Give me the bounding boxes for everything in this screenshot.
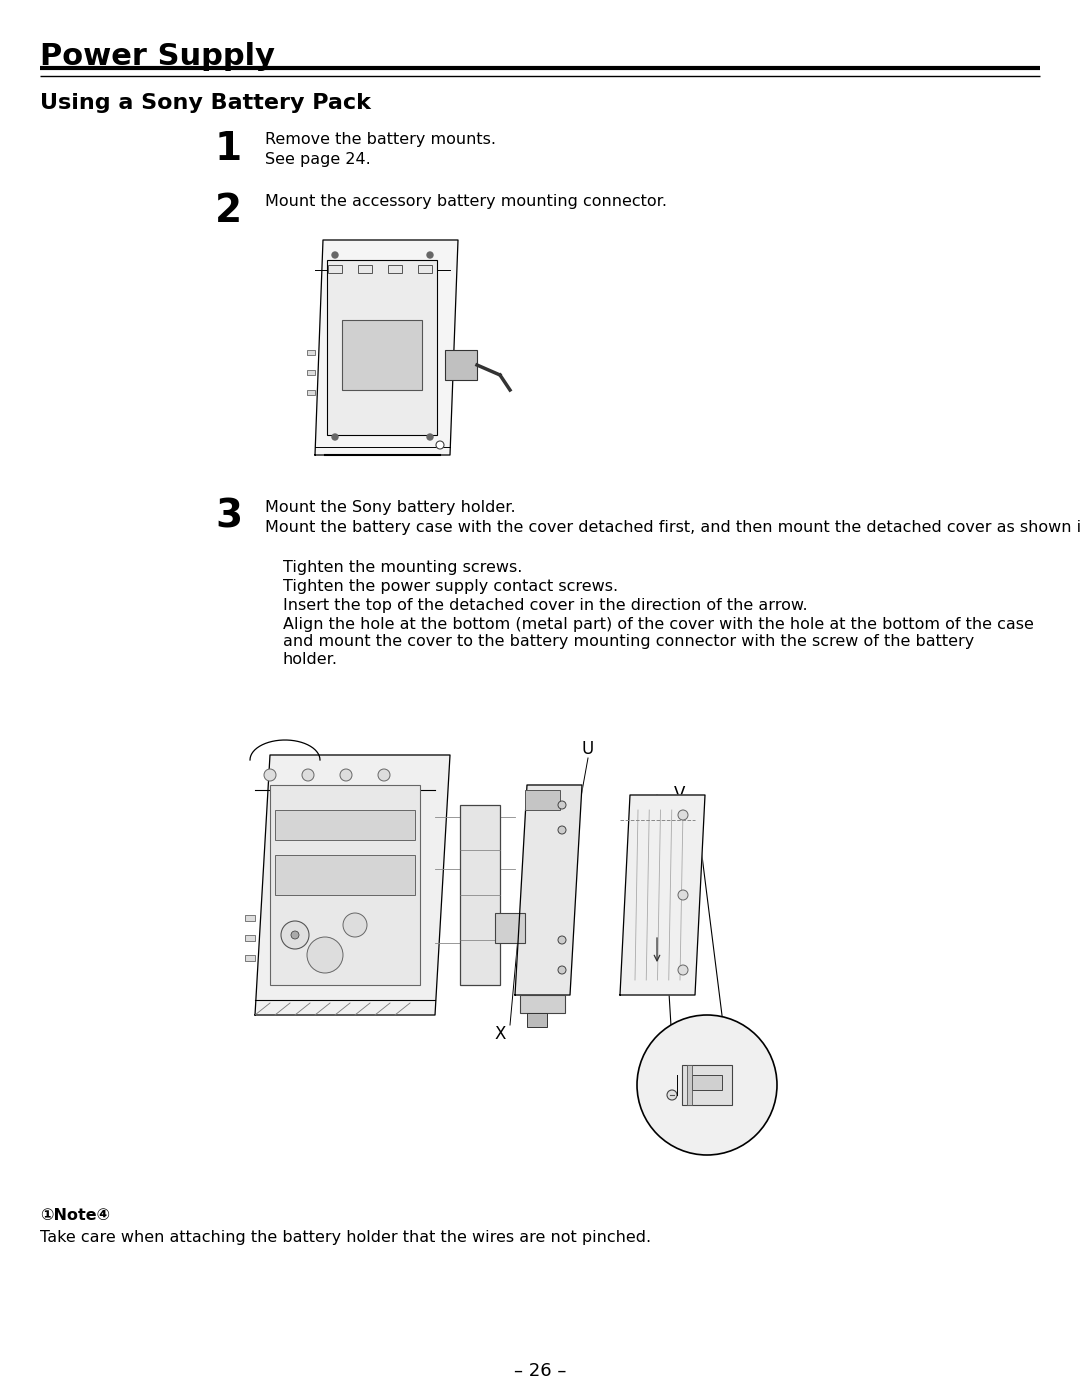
Circle shape xyxy=(637,1016,777,1155)
Bar xyxy=(388,265,402,272)
Circle shape xyxy=(281,921,309,949)
Bar xyxy=(525,789,561,810)
Bar xyxy=(275,810,415,840)
Bar xyxy=(495,914,525,943)
Bar xyxy=(519,995,565,1013)
Text: Align the hole at the bottom (metal part) of the cover with the hole at the bott: Align the hole at the bottom (metal part… xyxy=(283,617,1034,666)
Circle shape xyxy=(436,441,444,448)
Polygon shape xyxy=(515,785,582,995)
Circle shape xyxy=(427,251,433,258)
Polygon shape xyxy=(620,795,705,995)
Text: Mount the accessory battery mounting connector.: Mount the accessory battery mounting con… xyxy=(265,194,667,210)
Circle shape xyxy=(558,965,566,974)
Text: Tighten the power supply contact screws.: Tighten the power supply contact screws. xyxy=(283,578,618,594)
Bar xyxy=(245,935,255,942)
Bar xyxy=(681,1065,732,1105)
Circle shape xyxy=(302,768,314,781)
Text: Take care when attaching the battery holder that the wires are not pinched.: Take care when attaching the battery hol… xyxy=(40,1229,651,1245)
Text: 1: 1 xyxy=(215,130,242,168)
Bar xyxy=(460,805,500,985)
Bar xyxy=(275,855,415,895)
Polygon shape xyxy=(315,240,458,455)
Bar xyxy=(445,351,477,380)
Circle shape xyxy=(340,768,352,781)
Text: 2: 2 xyxy=(215,191,242,231)
Bar xyxy=(357,265,372,272)
Circle shape xyxy=(378,768,390,781)
Text: See page 24.: See page 24. xyxy=(265,152,370,168)
Text: Insert the top of the detached cover in the direction of the arrow.: Insert the top of the detached cover in … xyxy=(283,598,808,613)
Text: Using a Sony Battery Pack: Using a Sony Battery Pack xyxy=(40,94,370,113)
Text: X: X xyxy=(495,1025,505,1044)
Bar xyxy=(342,320,422,390)
Circle shape xyxy=(332,251,338,258)
Bar xyxy=(307,370,315,374)
Bar xyxy=(307,390,315,395)
Bar xyxy=(692,1076,723,1090)
Bar xyxy=(307,351,315,355)
Polygon shape xyxy=(255,754,450,1016)
Circle shape xyxy=(332,434,338,440)
Circle shape xyxy=(678,810,688,820)
Text: 3: 3 xyxy=(215,497,242,536)
Bar xyxy=(327,260,437,434)
Bar xyxy=(270,785,420,985)
Text: –W: –W xyxy=(550,800,572,814)
Text: V: V xyxy=(674,785,686,803)
Text: Remove the battery mounts.: Remove the battery mounts. xyxy=(265,131,496,147)
Circle shape xyxy=(558,800,566,809)
Circle shape xyxy=(291,930,299,939)
Circle shape xyxy=(558,936,566,944)
Bar xyxy=(418,265,432,272)
Circle shape xyxy=(264,768,276,781)
Circle shape xyxy=(343,914,367,937)
Bar xyxy=(328,265,342,272)
Text: Mount the battery case with the cover detached first, and then mount the detache: Mount the battery case with the cover de… xyxy=(265,520,1080,535)
Text: Mount the Sony battery holder.: Mount the Sony battery holder. xyxy=(265,500,515,515)
Circle shape xyxy=(307,937,343,972)
Text: U: U xyxy=(582,740,594,759)
Text: – 26 –: – 26 – xyxy=(514,1362,566,1380)
Bar xyxy=(687,1065,692,1105)
Circle shape xyxy=(678,965,688,975)
Circle shape xyxy=(667,1090,677,1099)
Bar xyxy=(245,956,255,961)
Text: Tighten the mounting screws.: Tighten the mounting screws. xyxy=(283,560,523,576)
Bar xyxy=(527,1013,546,1027)
Text: Power Supply: Power Supply xyxy=(40,42,275,71)
Circle shape xyxy=(678,890,688,900)
Text: ①Note④: ①Note④ xyxy=(40,1208,110,1222)
Circle shape xyxy=(558,826,566,834)
Bar xyxy=(245,915,255,921)
Circle shape xyxy=(427,434,433,440)
